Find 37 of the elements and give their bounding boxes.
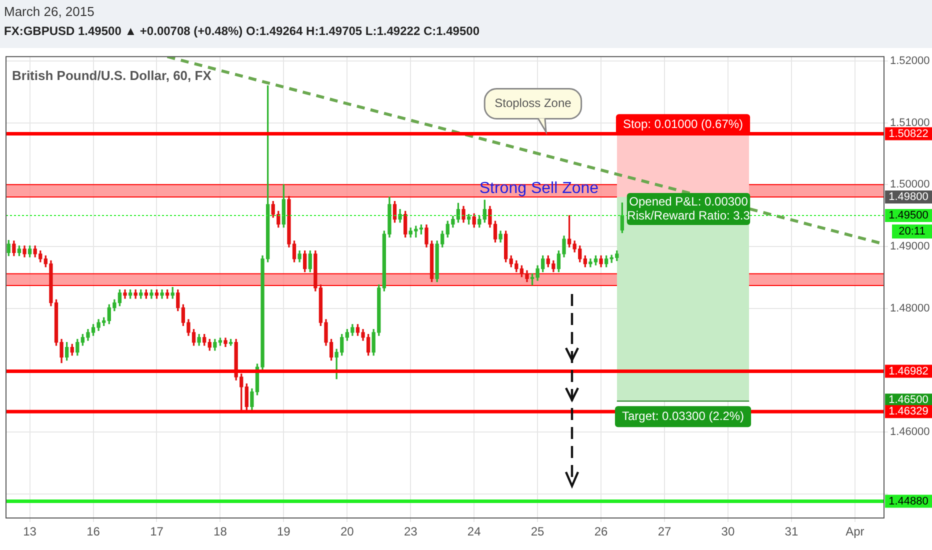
y-tick-label: 1.51000 [890, 116, 930, 129]
ref-line-label: 1.44880 [888, 495, 928, 508]
ref-line-label: 1.49500 [888, 210, 928, 222]
x-tick-label: 25 [530, 524, 545, 539]
chart-title: March 26, 2015 [4, 4, 94, 19]
chart-subtitle: FX:GBPUSD 1.49500 ▲ +0.00708 (+0.48%) O:1.49264 H:1.49705 L:1.49222 C:1.49500 [4, 24, 480, 38]
x-tick-label: 30 [721, 524, 735, 539]
text: 1.46500 [888, 394, 928, 406]
x-tick-label: 27 [658, 524, 672, 539]
annotation: Risk/Reward Ratio: 3.3 [627, 208, 750, 222]
x-tick-label: 19 [277, 524, 291, 539]
band-label: Strong Sell Zone [479, 180, 599, 198]
x-tick-label: 31 [784, 524, 798, 539]
x-tick-label: 13 [23, 524, 37, 539]
x-tick-label: Apr [846, 524, 864, 539]
y-tick-label: 1.50000 [890, 178, 930, 191]
ref-line-label: 1.46329 [888, 406, 928, 418]
text: 20:11 [898, 226, 926, 238]
annotation: British Pound/U.S. Dollar, 60, FX [12, 68, 212, 84]
x-tick-label: 23 [404, 524, 418, 539]
x-tick-label: 16 [86, 524, 100, 539]
annotation: Opened P&L: 0.00300 [629, 194, 748, 208]
y-tick-label: 1.52000 [890, 54, 930, 67]
annotation: Stop: 0.01000 (0.67%) [622, 116, 744, 131]
x-tick-label: 20 [340, 524, 354, 539]
annotation: Target: 0.03300 (2.2%) [622, 408, 744, 423]
ref-line-label: 1.46982 [888, 365, 928, 378]
x-tick-label: 26 [594, 524, 608, 539]
x-tick-label: 18 [214, 524, 228, 539]
y-tick-label: 1.49000 [890, 240, 930, 253]
x-tick-label: 17 [150, 524, 164, 539]
annotation: Stoploss Zone [494, 96, 572, 110]
text: 1.49800 [888, 191, 928, 204]
x-tick-label: 24 [467, 524, 482, 539]
y-tick-label: 1.48000 [890, 302, 930, 314]
ref-line-label: 1.50822 [888, 128, 928, 140]
y-tick-label: 1.46000 [890, 426, 930, 438]
